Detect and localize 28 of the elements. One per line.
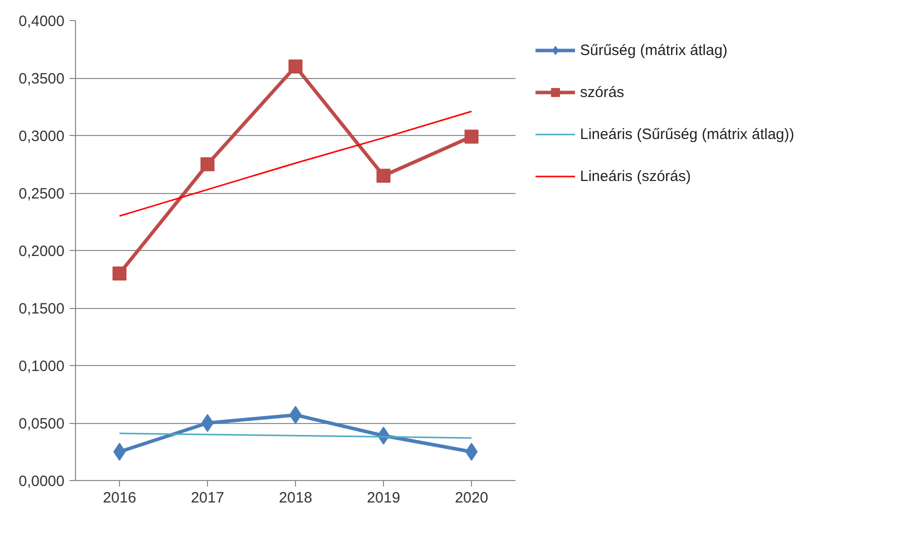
y-tick-label: 0,2000	[18, 243, 65, 260]
point	[376, 168, 390, 183]
point	[201, 414, 214, 432]
x-tick-label: 2019	[366, 490, 400, 506]
legend-label: Sűrűség (mátrix átlag)	[580, 42, 728, 58]
legend-label: Lineáris (Sűrűség (mátrix átlag))	[580, 126, 794, 142]
y-tick-label: 0,2500	[18, 186, 65, 202]
y-tick-label: 0,0500	[18, 416, 65, 432]
y-tick-label: 0,4000	[18, 13, 65, 30]
point	[465, 442, 478, 461]
x-tick-label: 2017	[190, 490, 224, 506]
y-tick-label: 0,1500	[18, 300, 65, 318]
x-tick-label: 2020	[454, 490, 488, 506]
y-tick-label: 0,1000	[18, 358, 65, 375]
y-tick-label: 0,3000	[18, 128, 65, 145]
point	[288, 60, 302, 74]
line-series	[118, 110, 472, 217]
x-tick-label: 2018	[278, 490, 312, 506]
point	[200, 157, 214, 172]
legend-label: szórás	[580, 84, 624, 100]
y-tick-label: 0,3500	[18, 70, 65, 88]
point	[113, 442, 126, 461]
legend-label: Lineáris (szórás)	[580, 168, 691, 184]
point	[289, 406, 302, 424]
point	[464, 130, 478, 144]
y-tick-label: 0,0000	[18, 473, 65, 490]
point	[112, 266, 126, 280]
x-tick-label: 2016	[102, 490, 136, 506]
